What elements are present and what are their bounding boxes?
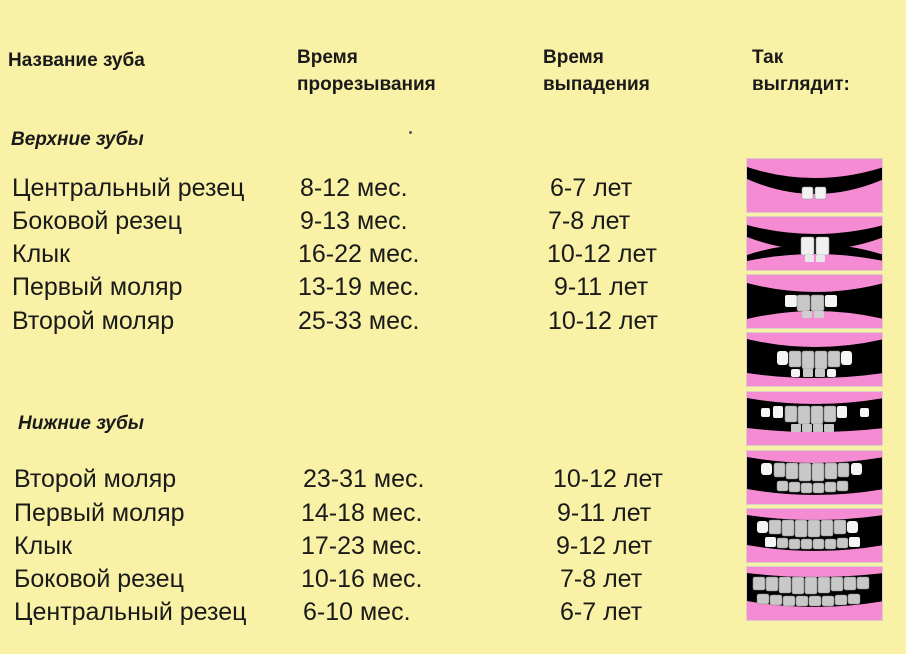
header-eruption-line1: Время [297, 47, 358, 68]
loss-time: 9-11 лет [554, 273, 649, 301]
eruption-time: 16-22 мес. [298, 240, 420, 268]
lower-teeth-title: Нижние зубы [18, 413, 145, 434]
loss-time: 6-7 лет [560, 598, 643, 626]
header-eruption-time: Время прорезывания [297, 44, 436, 98]
header-looks-line1: Так [752, 47, 784, 68]
table-row: Второй моляр 25-33 мес. 10-12 лет [0, 305, 740, 338]
loss-time: 10-12 лет [548, 307, 658, 335]
table-row: Второй моляр 23-31 мес. 10-12 лет [0, 463, 740, 496]
table-row: Первый моляр 13-19 мес. 9-11 лет [0, 271, 740, 304]
tooth-name: Клык [12, 240, 71, 268]
loss-time: 9-11 лет [557, 499, 652, 527]
mouth-stage-6-icon [746, 450, 883, 505]
table-row: Центральный резец 6-10 мес. 6-7 лет [0, 596, 740, 629]
header-eruption-line2: прорезывания [297, 74, 436, 95]
tooth-name: Клык [14, 532, 73, 560]
table-row: Первый моляр 14-18 мес. 9-11 лет [0, 497, 740, 530]
mouth-stage-1-icon [746, 158, 883, 213]
eruption-time: 14-18 мес. [301, 499, 423, 527]
mouth-stage-3-icon [746, 274, 883, 329]
table-row: Клык 16-22 мес. 10-12 лет [0, 238, 740, 271]
loss-time: 7-8 лет [548, 207, 631, 235]
header-tooth-name-label: Название зуба [8, 50, 145, 71]
tooth-name: Боковой резец [12, 207, 182, 235]
loss-time: 6-7 лет [550, 174, 633, 202]
eruption-time: 10-16 мес. [301, 565, 423, 593]
mouth-stage-4-icon [746, 332, 883, 387]
eruption-time: 9-13 мес. [300, 207, 408, 235]
loss-time: 9-12 лет [556, 532, 653, 560]
eruption-time: 17-23 мес. [301, 532, 423, 560]
header-loss-line1: Время [543, 47, 604, 68]
mouth-stage-2-icon [746, 216, 883, 271]
mouth-stage-8-icon [746, 566, 883, 621]
header-tooth-name: Название зуба [8, 47, 145, 74]
loss-time: 7-8 лет [560, 565, 643, 593]
header-loss-time: Время выпадения [543, 44, 650, 98]
loss-time: 10-12 лет [547, 240, 657, 268]
eruption-time: 8-12 мес. [300, 174, 408, 202]
header-looks-line2: выглядит: [752, 74, 850, 95]
tooth-name: Второй моляр [12, 307, 175, 335]
stray-dot [409, 131, 412, 134]
tooth-name: Первый моляр [14, 499, 185, 527]
eruption-time: 23-31 мес. [303, 465, 425, 493]
upper-teeth-title: Верхние зубы [11, 129, 144, 150]
header-loss-line2: выпадения [543, 74, 650, 95]
tooth-name: Второй моляр [14, 465, 177, 493]
mouth-stage-7-icon [746, 508, 883, 563]
table-row: Центральный резец 8-12 мес. 6-7 лет [0, 172, 740, 205]
table-row: Боковой резец 10-16 мес. 7-8 лет [0, 563, 740, 596]
tooth-name: Боковой резец [14, 565, 184, 593]
table-row: Клык 17-23 мес. 9-12 лет [0, 530, 740, 563]
loss-time: 10-12 лет [553, 465, 663, 493]
tooth-name: Центральный резец [14, 598, 247, 626]
tooth-name: Центральный резец [12, 174, 245, 202]
eruption-time: 6-10 мес. [303, 598, 411, 626]
tooth-name: Первый моляр [12, 273, 183, 301]
header-looks-like: Так выглядит: [752, 44, 850, 98]
eruption-time: 13-19 мес. [298, 273, 420, 301]
mouth-stage-5-icon [746, 391, 883, 446]
table-row: Боковой резец 9-13 мес. 7-8 лет [0, 205, 740, 238]
eruption-time: 25-33 мес. [298, 307, 420, 335]
